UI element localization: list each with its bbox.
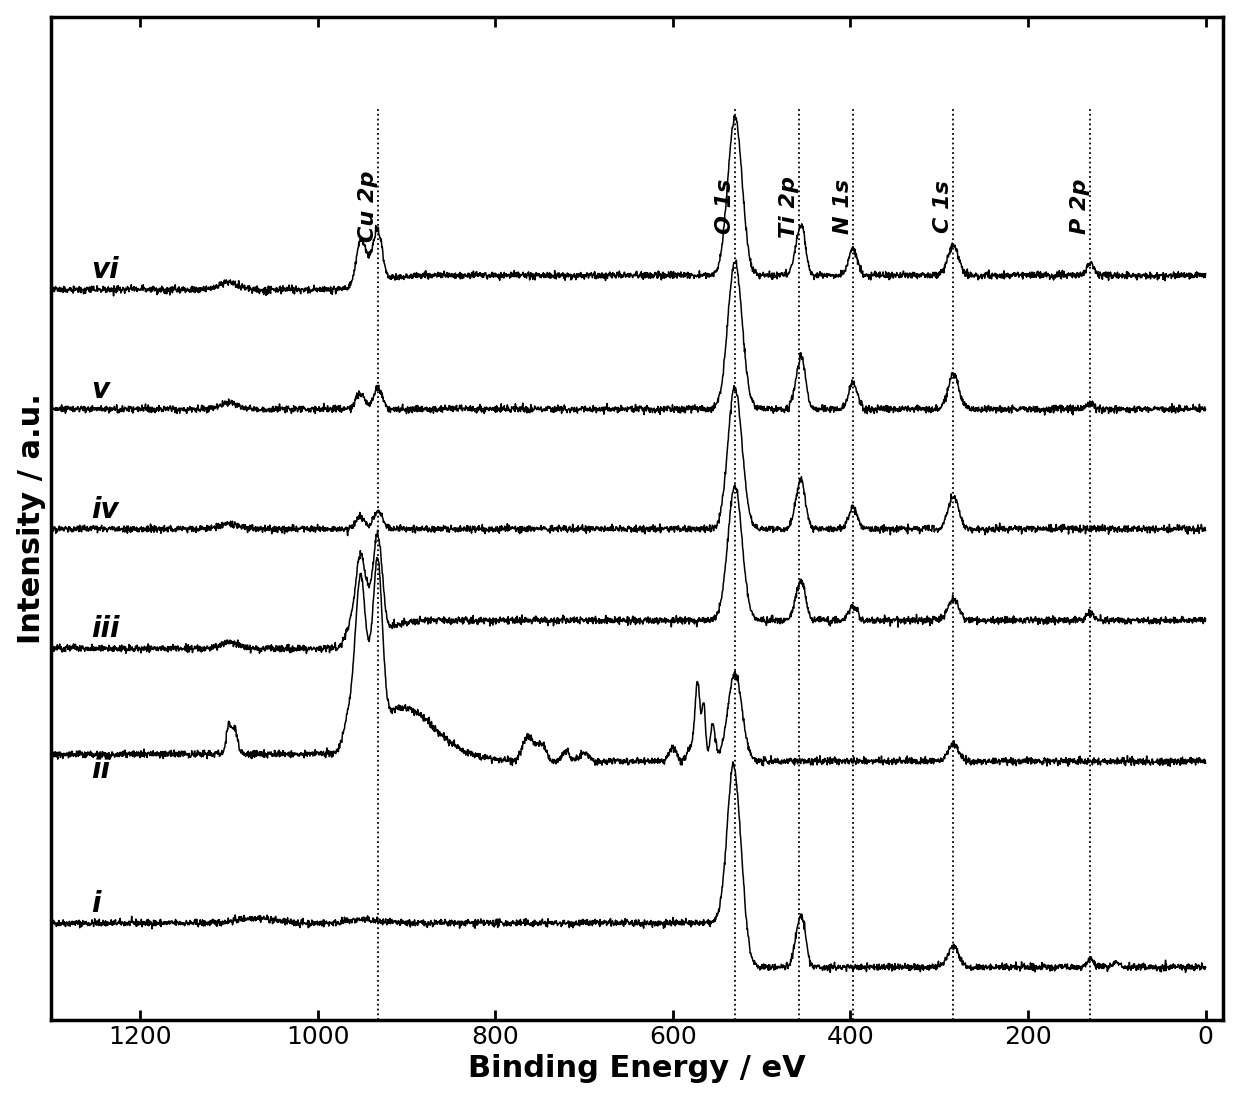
Text: N 1s: N 1s: [833, 179, 853, 234]
Text: ii: ii: [92, 756, 110, 784]
Text: Ti 2p: Ti 2p: [779, 176, 799, 238]
X-axis label: Binding Energy / eV: Binding Energy / eV: [469, 1054, 806, 1084]
Text: iii: iii: [92, 615, 120, 644]
Text: O 1s: O 1s: [715, 179, 735, 234]
Y-axis label: Intensity / a.u.: Intensity / a.u.: [16, 393, 46, 644]
Text: iv: iv: [92, 496, 119, 524]
Text: v: v: [92, 376, 109, 404]
Text: vi: vi: [92, 256, 119, 284]
Text: i: i: [92, 890, 100, 917]
Text: C 1s: C 1s: [934, 180, 954, 233]
Text: Cu 2p: Cu 2p: [358, 172, 378, 242]
Text: P 2p: P 2p: [1070, 179, 1090, 234]
